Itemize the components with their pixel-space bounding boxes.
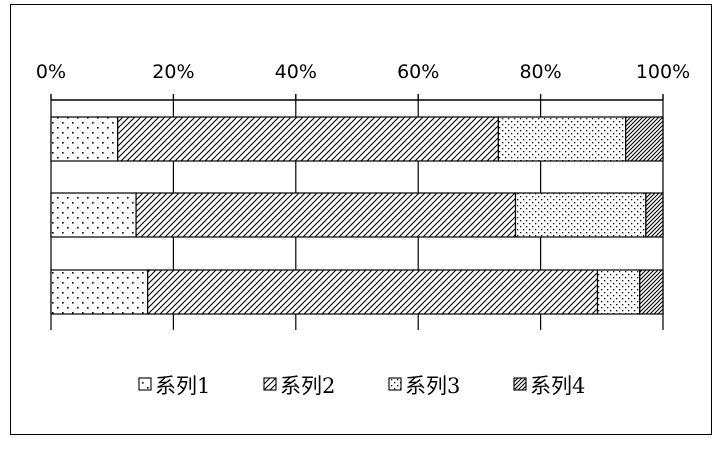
x-tick-label: 60% bbox=[397, 61, 439, 83]
x-tick-label: 20% bbox=[152, 61, 194, 83]
x-tick-label: 40% bbox=[275, 61, 317, 83]
bar-segment-series-1-row-1 bbox=[50, 116, 119, 162]
legend-swatch bbox=[138, 377, 152, 391]
bar-segment-series-3-row-2 bbox=[514, 192, 647, 238]
x-tick-label: 0% bbox=[36, 61, 66, 83]
bar-segment-series-4-row-2 bbox=[645, 192, 664, 238]
legend-swatch bbox=[513, 377, 527, 391]
bar-segment-series-1-row-2 bbox=[50, 192, 137, 238]
legend-swatch bbox=[388, 377, 402, 391]
legend-item-series-4: 系列4 bbox=[513, 374, 585, 398]
bar-segment-series-2-row-3 bbox=[147, 269, 599, 315]
bar-segment-series-3-row-1 bbox=[497, 116, 627, 162]
legend-item-series-1: 系列1 bbox=[138, 374, 210, 398]
bar-segment-series-4-row-3 bbox=[639, 269, 664, 315]
legend-label: 系列2 bbox=[280, 374, 335, 398]
bar-segment-series-3-row-3 bbox=[596, 269, 641, 315]
legend-swatch bbox=[263, 377, 277, 391]
bars bbox=[50, 116, 664, 315]
bar-segment-series-1-row-3 bbox=[50, 269, 149, 315]
bar-segment-series-2-row-1 bbox=[117, 116, 499, 162]
legend-label: 系列4 bbox=[530, 374, 585, 398]
x-tick-labels: 0% 20% 40% 60% 80% 100% bbox=[36, 61, 690, 83]
legend-item-series-2: 系列2 bbox=[263, 374, 335, 398]
legend-item-series-3: 系列3 bbox=[388, 374, 460, 398]
bar-segment-series-4-row-1 bbox=[625, 116, 664, 162]
legend-label: 系列1 bbox=[155, 374, 210, 398]
x-axis bbox=[50, 94, 664, 101]
x-tick-label: 100% bbox=[636, 61, 690, 83]
bar-segment-series-2-row-2 bbox=[135, 192, 517, 238]
legend-label: 系列3 bbox=[405, 374, 460, 398]
x-tick-label: 80% bbox=[519, 61, 561, 83]
legend: 系列1 系列2 系列3 系列4 bbox=[138, 374, 585, 398]
